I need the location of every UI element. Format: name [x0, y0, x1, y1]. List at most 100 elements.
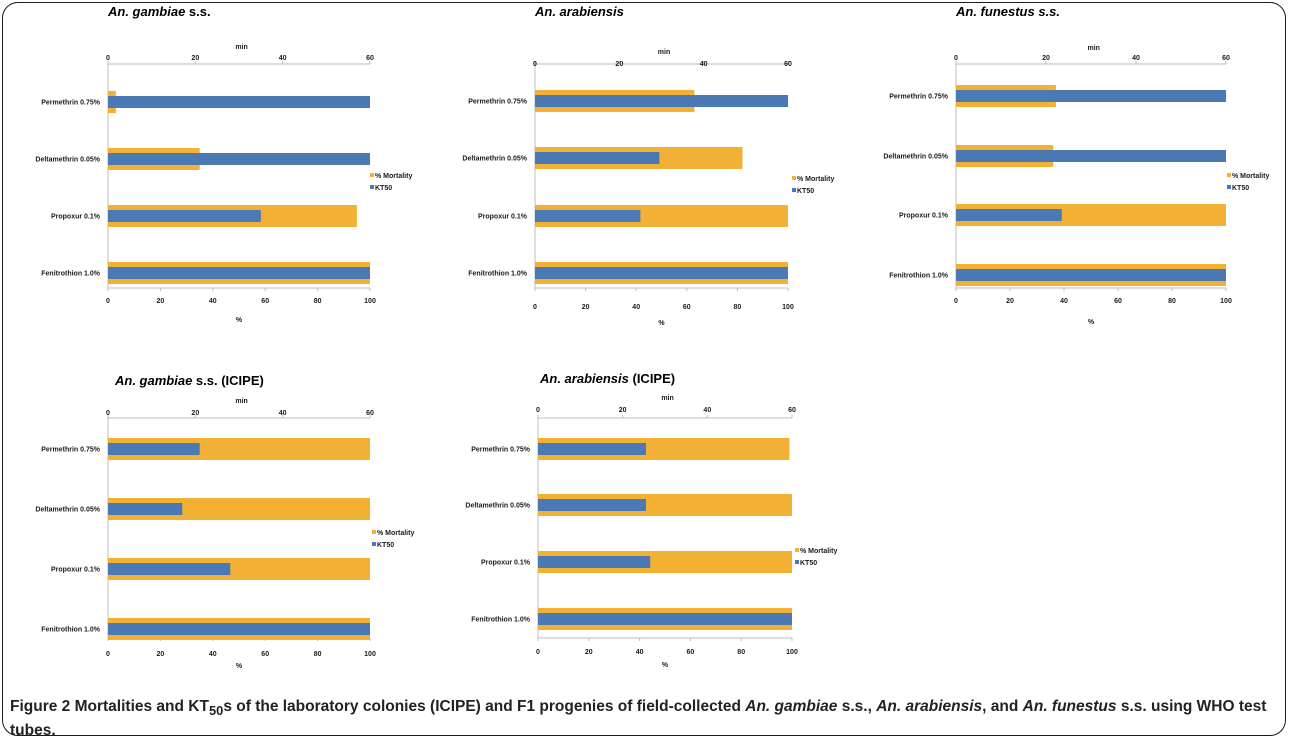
kt50-bar	[535, 95, 788, 107]
bottom-axis-tick-label: 80	[1168, 298, 1176, 305]
panel-title: An. arabiensis (ICIPE)	[540, 371, 676, 386]
legend-label: KT50	[377, 542, 394, 549]
caption-part: An. funestus	[1022, 698, 1117, 715]
bottom-axis-tick-label: 100	[364, 651, 376, 658]
legend-label: KT50	[800, 560, 817, 567]
bottom-axis-tick-label: 40	[209, 298, 217, 305]
top-axis-tick-label: 60	[788, 407, 796, 414]
panel-title: An. gambiae s.s. (ICIPE)	[115, 373, 264, 388]
kt50-bar	[108, 503, 183, 515]
kt50-bar	[538, 443, 646, 455]
caption-part: Mortalities and KT	[74, 698, 209, 715]
caption-part: s of the laboratory colonies (ICIPE) and…	[223, 698, 746, 715]
panel-title: An. arabiensis	[535, 4, 624, 19]
legend-swatch-kt50	[372, 542, 376, 546]
kt50-bar	[108, 153, 370, 165]
kt50-bar	[108, 623, 370, 635]
top-axis-tick-label: 20	[191, 410, 199, 417]
bar-chart-svg: 0 20 40 60 min 0 20 40 60 80 100% Permethrin 0.75% D…	[462, 49, 834, 327]
legend-swatch-kt50	[795, 560, 799, 564]
kt50-bar	[108, 443, 200, 455]
bottom-axis-label: %	[1088, 319, 1095, 326]
legend-label: KT50	[797, 188, 814, 195]
category-label: Permethrin 0.75%	[889, 94, 949, 101]
legend-swatch-kt50	[1227, 185, 1231, 189]
chart-panel-gambiae: An. gambiae s.s. 0 20 40 60 min 0 20 40 60 80 100%…	[30, 0, 420, 345]
category-label: Fenitrothion 1.0%	[41, 271, 101, 278]
kt50-bar	[108, 96, 370, 108]
top-axis-tick-label: 60	[784, 61, 792, 68]
kt50-bar	[538, 613, 792, 625]
bottom-axis-tick-label: 60	[687, 649, 695, 656]
bottom-axis-tick-label: 0	[533, 304, 537, 311]
category-label: Fenitrothion 1.0%	[889, 273, 949, 280]
top-axis-tick-label: 40	[703, 407, 711, 414]
bottom-axis-label: %	[662, 662, 669, 669]
kt50-bar	[956, 90, 1226, 102]
legend-swatch-mortality	[795, 548, 799, 552]
kt50-bar	[538, 556, 651, 568]
top-axis-label: min	[1087, 45, 1099, 52]
legend-label: % Mortality	[800, 548, 837, 555]
bottom-axis-tick-label: 20	[157, 651, 165, 658]
top-axis-tick-label: 40	[279, 410, 287, 417]
legend-label: % Mortality	[797, 176, 834, 183]
category-label: Permethrin 0.75%	[41, 100, 101, 107]
category-label: Propoxur 0.1%	[51, 214, 101, 221]
category-label: Fenitrothion 1.0%	[41, 627, 101, 634]
caption-part: An. gambiae	[745, 698, 838, 715]
legend-label: KT50	[375, 185, 392, 192]
top-axis-tick-label: 40	[279, 55, 287, 62]
bottom-axis-tick-label: 80	[314, 651, 322, 658]
top-axis-tick-label: 0	[533, 61, 537, 68]
kt50-bar	[108, 563, 231, 575]
top-axis-label: min	[658, 49, 670, 56]
bottom-axis-tick-label: 80	[737, 649, 745, 656]
legend-label: % Mortality	[377, 530, 414, 537]
bottom-axis-tick-label: 0	[106, 298, 110, 305]
category-label: Propoxur 0.1%	[51, 567, 101, 574]
kt50-bar	[538, 499, 646, 511]
chart-panel-arabiensis: An. arabiensis 0 20 40 60 min 0 20 40 60 80 100% Pe…	[455, 0, 855, 345]
category-label: Permethrin 0.75%	[468, 99, 528, 106]
chart-panel-arabiensis-icipe: An. arabiensis (ICIPE) 0 20 40 60 min 0 20 40 60…	[455, 360, 855, 695]
top-axis-tick-label: 40	[700, 61, 708, 68]
bottom-axis-tick-label: 20	[585, 649, 593, 656]
top-axis-tick-label: 0	[106, 410, 110, 417]
bottom-axis-label: %	[236, 317, 243, 324]
bottom-axis-tick-label: 0	[536, 649, 540, 656]
bottom-axis-tick-label: 40	[636, 649, 644, 656]
category-label: Deltamethrin 0.05%	[35, 507, 100, 514]
caption-part: 50	[208, 703, 224, 719]
bottom-axis-label: %	[236, 663, 243, 670]
kt50-bar	[956, 150, 1226, 162]
caption-part: An. arabiensis	[876, 698, 983, 715]
top-axis-tick-label: 60	[1222, 55, 1230, 62]
top-axis-tick-label: 0	[106, 55, 110, 62]
top-axis-tick-label: 60	[366, 55, 374, 62]
top-axis-tick-label: 20	[1042, 55, 1050, 62]
bottom-axis-tick-label: 20	[1006, 298, 1014, 305]
top-axis-tick-label: 0	[954, 55, 958, 62]
top-axis-tick-label: 0	[536, 407, 540, 414]
category-label: Propoxur 0.1%	[478, 214, 528, 221]
top-axis-tick-label: 20	[619, 407, 627, 414]
category-label: Deltamethrin 0.05%	[883, 154, 948, 161]
kt50-bar	[535, 152, 660, 164]
top-axis-tick-label: 40	[1132, 55, 1140, 62]
legend-swatch-mortality	[372, 530, 376, 534]
bar-chart-svg: 0 20 40 60 min 0 20 40 60 80 100% Permethrin 0.75% D…	[35, 44, 412, 324]
kt50-bar	[108, 210, 261, 222]
bottom-axis-tick-label: 60	[261, 298, 269, 305]
caption-part: , and	[982, 698, 1023, 715]
panel-title: An. gambiae s.s.	[108, 4, 211, 19]
legend-swatch-mortality	[1227, 173, 1231, 177]
bottom-axis-tick-label: 60	[1114, 298, 1122, 305]
caption-part: s.s.,	[837, 698, 877, 715]
bottom-axis-tick-label: 20	[582, 304, 590, 311]
top-axis-label: min	[235, 44, 247, 51]
caption-text: Mortalities and KT50s of the laboratory …	[10, 698, 1266, 739]
chart-panel-funestus: An. funestus s.s. 0 20 40 60 min 0 20 40 60 80 100…	[876, 0, 1276, 345]
kt50-bar	[956, 209, 1062, 221]
